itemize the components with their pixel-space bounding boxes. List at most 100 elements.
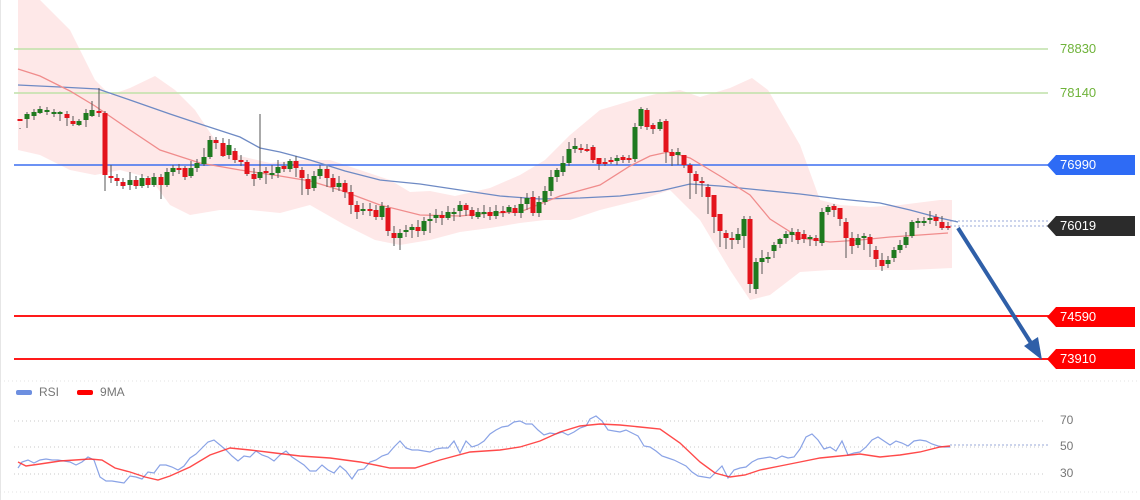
resistance-1-label: 78140 <box>1060 85 1097 100</box>
candle <box>741 219 747 236</box>
candle <box>89 110 95 116</box>
candle <box>433 215 439 218</box>
candle <box>554 170 560 177</box>
candle <box>120 182 126 186</box>
candle <box>729 238 735 240</box>
candle <box>771 245 777 251</box>
legend-9ma-label: 9MA <box>100 385 125 399</box>
legend-item-9ma[interactable]: 9MA <box>77 385 125 399</box>
candle <box>669 152 675 156</box>
candle <box>397 233 403 238</box>
candle <box>391 233 397 238</box>
legend-item-rsi[interactable]: RSI <box>16 385 59 399</box>
candle <box>207 140 213 157</box>
legend-rsi-label: RSI <box>39 385 60 399</box>
candle <box>765 257 771 259</box>
rsi-line <box>17 415 950 484</box>
candle <box>548 177 554 191</box>
candle <box>194 163 200 168</box>
candle <box>31 112 37 116</box>
candle <box>305 179 311 189</box>
candle <box>632 127 638 159</box>
candle <box>542 191 548 202</box>
candle <box>263 171 269 173</box>
candle <box>481 212 487 214</box>
candle <box>275 167 281 173</box>
candle <box>445 212 451 218</box>
candle <box>360 209 366 211</box>
resistance-2-label: 78830 <box>1060 41 1097 56</box>
candle <box>693 174 699 181</box>
rsi-swatch-icon <box>16 389 32 395</box>
candle <box>650 125 656 129</box>
candle <box>711 195 717 217</box>
support-2-price-value: 73910 <box>1056 349 1135 369</box>
candle <box>620 157 626 160</box>
candle <box>76 121 82 125</box>
candle <box>681 155 687 165</box>
support-1-price-value: 74590 <box>1056 307 1135 327</box>
candle <box>843 222 849 238</box>
candle <box>37 109 43 113</box>
candle <box>879 260 885 266</box>
candle <box>102 113 108 175</box>
candle <box>657 122 663 129</box>
candle <box>427 219 433 221</box>
candle <box>451 212 457 214</box>
candle <box>626 158 632 160</box>
candle <box>921 221 927 223</box>
candle <box>614 158 620 161</box>
candle <box>176 168 182 170</box>
candle <box>269 173 275 175</box>
candlesticks <box>17 88 951 294</box>
candle <box>638 109 644 126</box>
candle <box>70 121 76 124</box>
candle <box>17 119 23 121</box>
candle <box>238 160 244 162</box>
candle <box>348 192 354 205</box>
candle <box>891 250 897 258</box>
candle <box>789 232 795 235</box>
candle <box>201 157 207 164</box>
long-moving-average-line <box>17 84 959 223</box>
candle <box>299 170 305 178</box>
candle <box>717 214 723 231</box>
candle <box>933 217 939 221</box>
candle <box>825 207 831 212</box>
candle <box>96 111 102 113</box>
price-chart <box>14 0 1050 360</box>
candle <box>336 183 342 187</box>
candle <box>897 245 903 250</box>
candle <box>602 162 608 164</box>
candle <box>244 162 250 174</box>
candle <box>475 212 481 217</box>
candle <box>127 180 133 185</box>
candle <box>644 110 650 127</box>
candle <box>317 169 323 176</box>
candle <box>415 227 421 231</box>
candle <box>281 166 287 169</box>
candle <box>885 260 891 264</box>
candle <box>469 210 475 216</box>
candle <box>867 237 873 244</box>
support-lines <box>14 315 1050 360</box>
candle <box>536 202 542 213</box>
candle <box>24 114 30 119</box>
candle <box>578 148 584 150</box>
candle <box>293 161 299 168</box>
candle <box>57 112 63 114</box>
candle <box>518 204 524 213</box>
candle <box>855 238 861 245</box>
candle <box>487 212 493 216</box>
candle <box>590 147 596 160</box>
rsi-chart <box>0 380 1140 493</box>
support-1-price-tag: 74590 <box>1047 307 1135 327</box>
candle <box>530 197 536 213</box>
candle <box>403 230 409 232</box>
candle <box>64 114 70 118</box>
candle <box>747 219 753 284</box>
support-2-price-tag: 73910 <box>1047 349 1135 369</box>
candle <box>330 178 336 187</box>
current-price-value: 76019 <box>1056 216 1135 236</box>
candle <box>421 221 427 231</box>
